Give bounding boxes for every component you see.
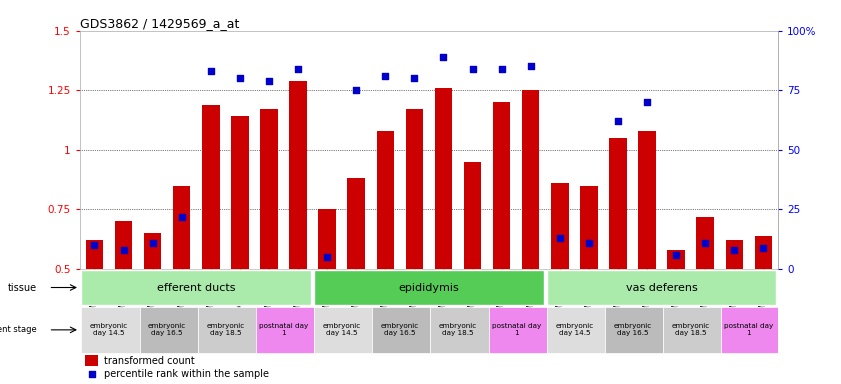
Text: efferent ducts: efferent ducts (157, 283, 235, 293)
Point (85, 371, 98, 377)
Point (757, 245, 770, 251)
Bar (638, 131, 656, 269)
Text: percentile rank within the sample: percentile rank within the sample (104, 369, 269, 379)
Point (291, 66, 304, 72)
Bar (435, 88, 452, 269)
Bar (114, 221, 132, 269)
Point (553, 235, 567, 241)
Point (87, 242, 101, 248)
Text: tissue: tissue (8, 283, 37, 293)
Bar (754, 236, 772, 269)
Point (262, 78, 276, 84)
Bar (726, 240, 743, 269)
Point (524, 63, 537, 70)
Bar (144, 233, 161, 269)
Point (117, 247, 130, 253)
Bar (464, 162, 481, 269)
Point (495, 66, 508, 72)
Bar (373, 307, 431, 353)
Text: epididymis: epididymis (399, 283, 459, 293)
Bar (551, 183, 569, 269)
Bar (377, 131, 394, 269)
Bar (86, 355, 98, 366)
Bar (231, 116, 249, 269)
Bar (547, 307, 605, 353)
Text: embryonic
day 14.5: embryonic day 14.5 (90, 323, 128, 336)
Point (378, 73, 392, 79)
Bar (347, 179, 365, 269)
Bar (522, 90, 539, 269)
Bar (547, 270, 776, 305)
Bar (580, 185, 598, 269)
Bar (431, 307, 489, 353)
Point (233, 75, 246, 81)
Text: embryonic
day 14.5: embryonic day 14.5 (323, 323, 361, 336)
Point (204, 68, 218, 74)
Bar (489, 307, 547, 353)
Point (350, 87, 363, 93)
Point (582, 240, 595, 246)
Text: postnatal day
1: postnatal day 1 (259, 323, 308, 336)
Bar (405, 109, 423, 269)
Text: embryonic
day 16.5: embryonic day 16.5 (148, 323, 186, 336)
Text: transformed count: transformed count (104, 356, 195, 366)
Bar (696, 217, 714, 269)
Text: embryonic
day 16.5: embryonic day 16.5 (381, 323, 419, 336)
Bar (140, 307, 198, 353)
Point (320, 254, 334, 260)
Text: embryonic
day 14.5: embryonic day 14.5 (555, 323, 594, 336)
Text: embryonic
day 16.5: embryonic day 16.5 (613, 323, 652, 336)
Point (145, 240, 159, 246)
Bar (493, 102, 510, 269)
Text: GDS3862 / 1429569_a_at: GDS3862 / 1429569_a_at (80, 17, 240, 30)
Text: embryonic
day 18.5: embryonic day 18.5 (672, 323, 710, 336)
Bar (202, 104, 220, 269)
Point (436, 54, 450, 60)
Bar (314, 307, 373, 353)
Bar (663, 307, 722, 353)
Bar (260, 109, 278, 269)
Bar (198, 307, 256, 353)
Point (408, 75, 421, 81)
Text: postnatal day
1: postnatal day 1 (724, 323, 774, 336)
Bar (314, 270, 544, 305)
Text: vas deferens: vas deferens (626, 283, 697, 293)
Bar (82, 270, 311, 305)
Point (699, 240, 712, 246)
Point (727, 247, 741, 253)
Text: development stage: development stage (0, 325, 37, 334)
Bar (609, 138, 627, 269)
Point (466, 66, 479, 72)
Point (611, 118, 625, 124)
Bar (256, 307, 314, 353)
Bar (668, 250, 685, 269)
Bar (289, 81, 307, 269)
Point (175, 214, 188, 220)
Bar (722, 307, 780, 353)
Text: embryonic
day 18.5: embryonic day 18.5 (206, 323, 245, 336)
Bar (173, 185, 190, 269)
Point (640, 99, 653, 105)
Bar (319, 209, 336, 269)
Point (669, 252, 683, 258)
Bar (82, 307, 140, 353)
Bar (605, 307, 663, 353)
Text: embryonic
day 18.5: embryonic day 18.5 (439, 323, 477, 336)
Bar (86, 240, 103, 269)
Text: postnatal day
1: postnatal day 1 (491, 323, 541, 336)
